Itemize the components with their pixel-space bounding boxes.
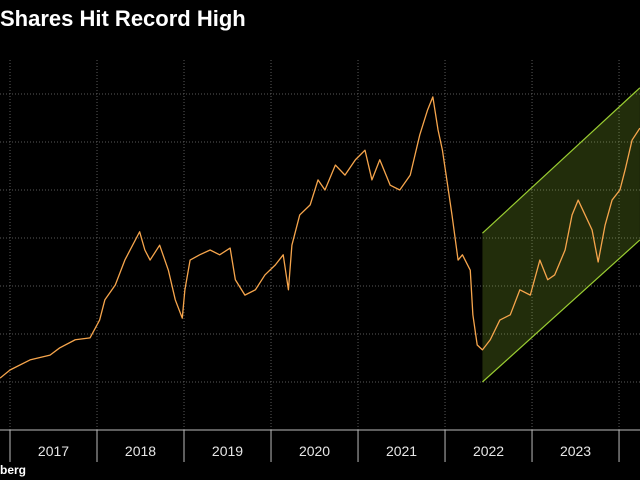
x-tick-label: 2023 <box>560 443 591 459</box>
source: berg <box>0 463 26 477</box>
channel-upper <box>482 87 640 234</box>
x-tick-label: 2021 <box>386 443 417 459</box>
x-tick-label: 2022 <box>473 443 504 459</box>
x-tick-label: 2017 <box>38 443 69 459</box>
price-line <box>0 96 640 379</box>
chart-title: Shares Hit Record High <box>0 6 246 31</box>
x-tick-label: 2020 <box>299 443 330 459</box>
channel <box>482 87 640 382</box>
channel-lower <box>482 239 640 383</box>
x-tick-label: 2019 <box>212 443 243 459</box>
x-tick-label: 2018 <box>125 443 156 459</box>
plot <box>0 87 640 383</box>
x-axis: 2017 2018 2019 2020 2021 2022 2023 <box>0 429 640 462</box>
